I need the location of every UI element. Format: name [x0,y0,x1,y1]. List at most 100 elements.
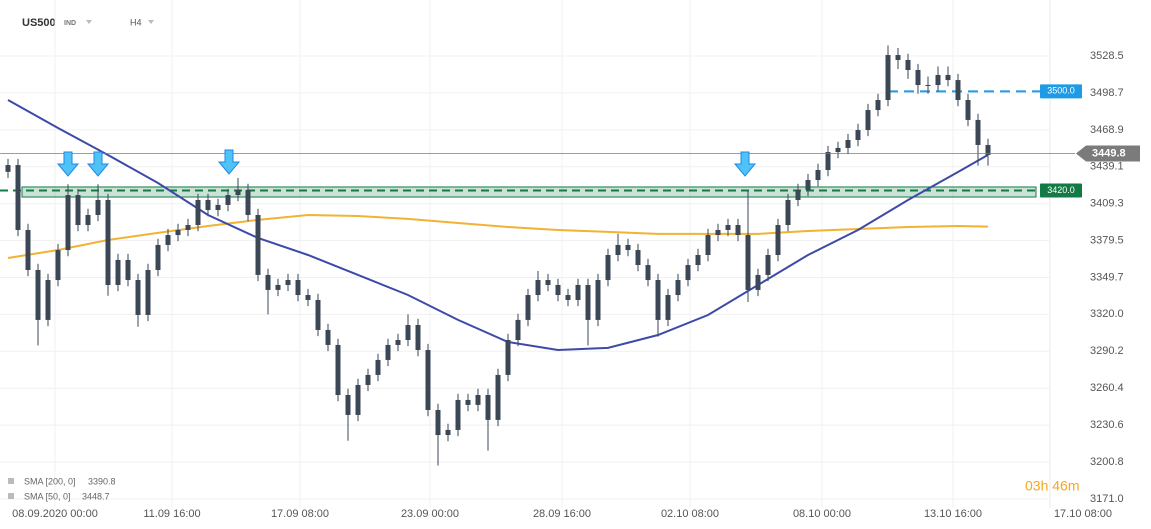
candle-body [605,254,611,281]
legend-icon[interactable] [8,478,14,484]
indicator-legend: SMA [200, 0] 3390.8 SMA [50, 0] 3448.7 [8,476,116,501]
sma-line [7,213,989,259]
candle-body [915,70,921,86]
candle-body [775,225,781,255]
candle-body [45,280,51,320]
y-tick-label: 3409.3 [1090,198,1124,210]
candle-body [355,384,361,415]
candle-body [65,195,71,251]
x-tick-label: 08.10 00:00 [793,508,851,520]
caret[interactable] [86,20,92,24]
candle-body [255,214,261,275]
timeframe[interactable]: H4 [130,17,142,27]
candle-body [185,225,191,230]
candle-body [865,110,871,130]
candle-body [105,199,111,285]
candle-body [5,165,11,172]
legend-icon[interactable] [8,493,14,499]
y-tick-label: 3468.9 [1090,124,1124,136]
candle-body [835,147,841,153]
candle-body [365,374,371,385]
candle-body [755,274,761,290]
candle-body [715,229,721,236]
candle-body [845,140,851,148]
candle-body [245,189,251,215]
candle-body [885,55,891,100]
candle-body [735,225,741,236]
candle-body [805,180,811,190]
candle-body [705,235,711,255]
candle-body [25,229,31,270]
y-tick-label: 3200.8 [1090,456,1124,468]
candle-body [395,339,401,345]
level-label: 3420.0 [1047,185,1075,195]
down-arrow [733,151,757,177]
candle-body [85,214,91,226]
candle-body [55,250,61,281]
candle-body [985,144,991,156]
candle-body [935,74,941,86]
candle-body [545,280,551,285]
candle-body [725,225,731,230]
candle-body [465,399,471,405]
y-tick-label: 3498.7 [1090,87,1124,99]
candle-body [625,244,631,251]
last-price-label: 3449.8 [1092,147,1126,159]
candle-body [265,274,271,290]
x-tick-label: 08.09.2020 00:00 [12,508,98,520]
candle-body [895,55,901,60]
candle-body [145,269,151,315]
candle-body [855,129,861,141]
candle-body [445,429,451,436]
candle-body [495,374,501,420]
candle-body [685,265,691,281]
candle-body [975,119,981,145]
candle-body [795,189,801,200]
symbol[interactable]: US500 [22,17,56,29]
level-label-box [1040,84,1082,99]
candle-body [785,199,791,226]
plot-area: 3171.0 3200.8 3230.6 3260.4 3290.2 3320.0 3349… [0,0,1140,520]
candle-countdown: 03h 46m [1025,478,1079,494]
candle-body [905,59,911,71]
candle-body [435,409,441,436]
candle-body [925,85,931,87]
candle-body [665,295,671,320]
candle-body [315,299,321,330]
y-tick-label: 3230.6 [1090,419,1124,431]
y-tick-label: 3320.0 [1090,308,1124,320]
candle-body [585,284,591,320]
level-label: 3500.0 [1047,86,1075,96]
candle-body [575,284,581,300]
candle-body [295,280,301,296]
candle-body [325,329,331,345]
candle-body [485,395,491,420]
signal-arrows [56,149,757,177]
candle-body [595,280,601,320]
y-tick-label: 3290.2 [1090,345,1124,357]
legend-value: 3390.8 [88,476,116,486]
candle-body [425,350,431,410]
down-arrow [217,149,241,175]
candle-body [565,295,571,300]
candle-body [285,280,291,285]
candle-body [955,80,961,100]
candle-body [155,244,161,270]
candle-body [15,165,21,230]
candle-body [525,295,531,320]
candle-body [615,244,621,255]
x-tick-label: 13.10 16:00 [924,508,982,520]
y-tick-label: 3349.7 [1090,271,1124,283]
candle-body [375,359,381,375]
caret[interactable] [148,20,154,24]
candle-body [635,250,641,266]
x-tick-label: 11.09 16:00 [143,508,200,520]
candle-body [215,204,221,211]
candle-body [235,189,241,196]
down-arrow [86,151,110,177]
legend-value: 3448.7 [82,491,110,501]
candle-body [965,99,971,120]
candle-body [695,254,701,266]
candle-body [515,319,521,340]
